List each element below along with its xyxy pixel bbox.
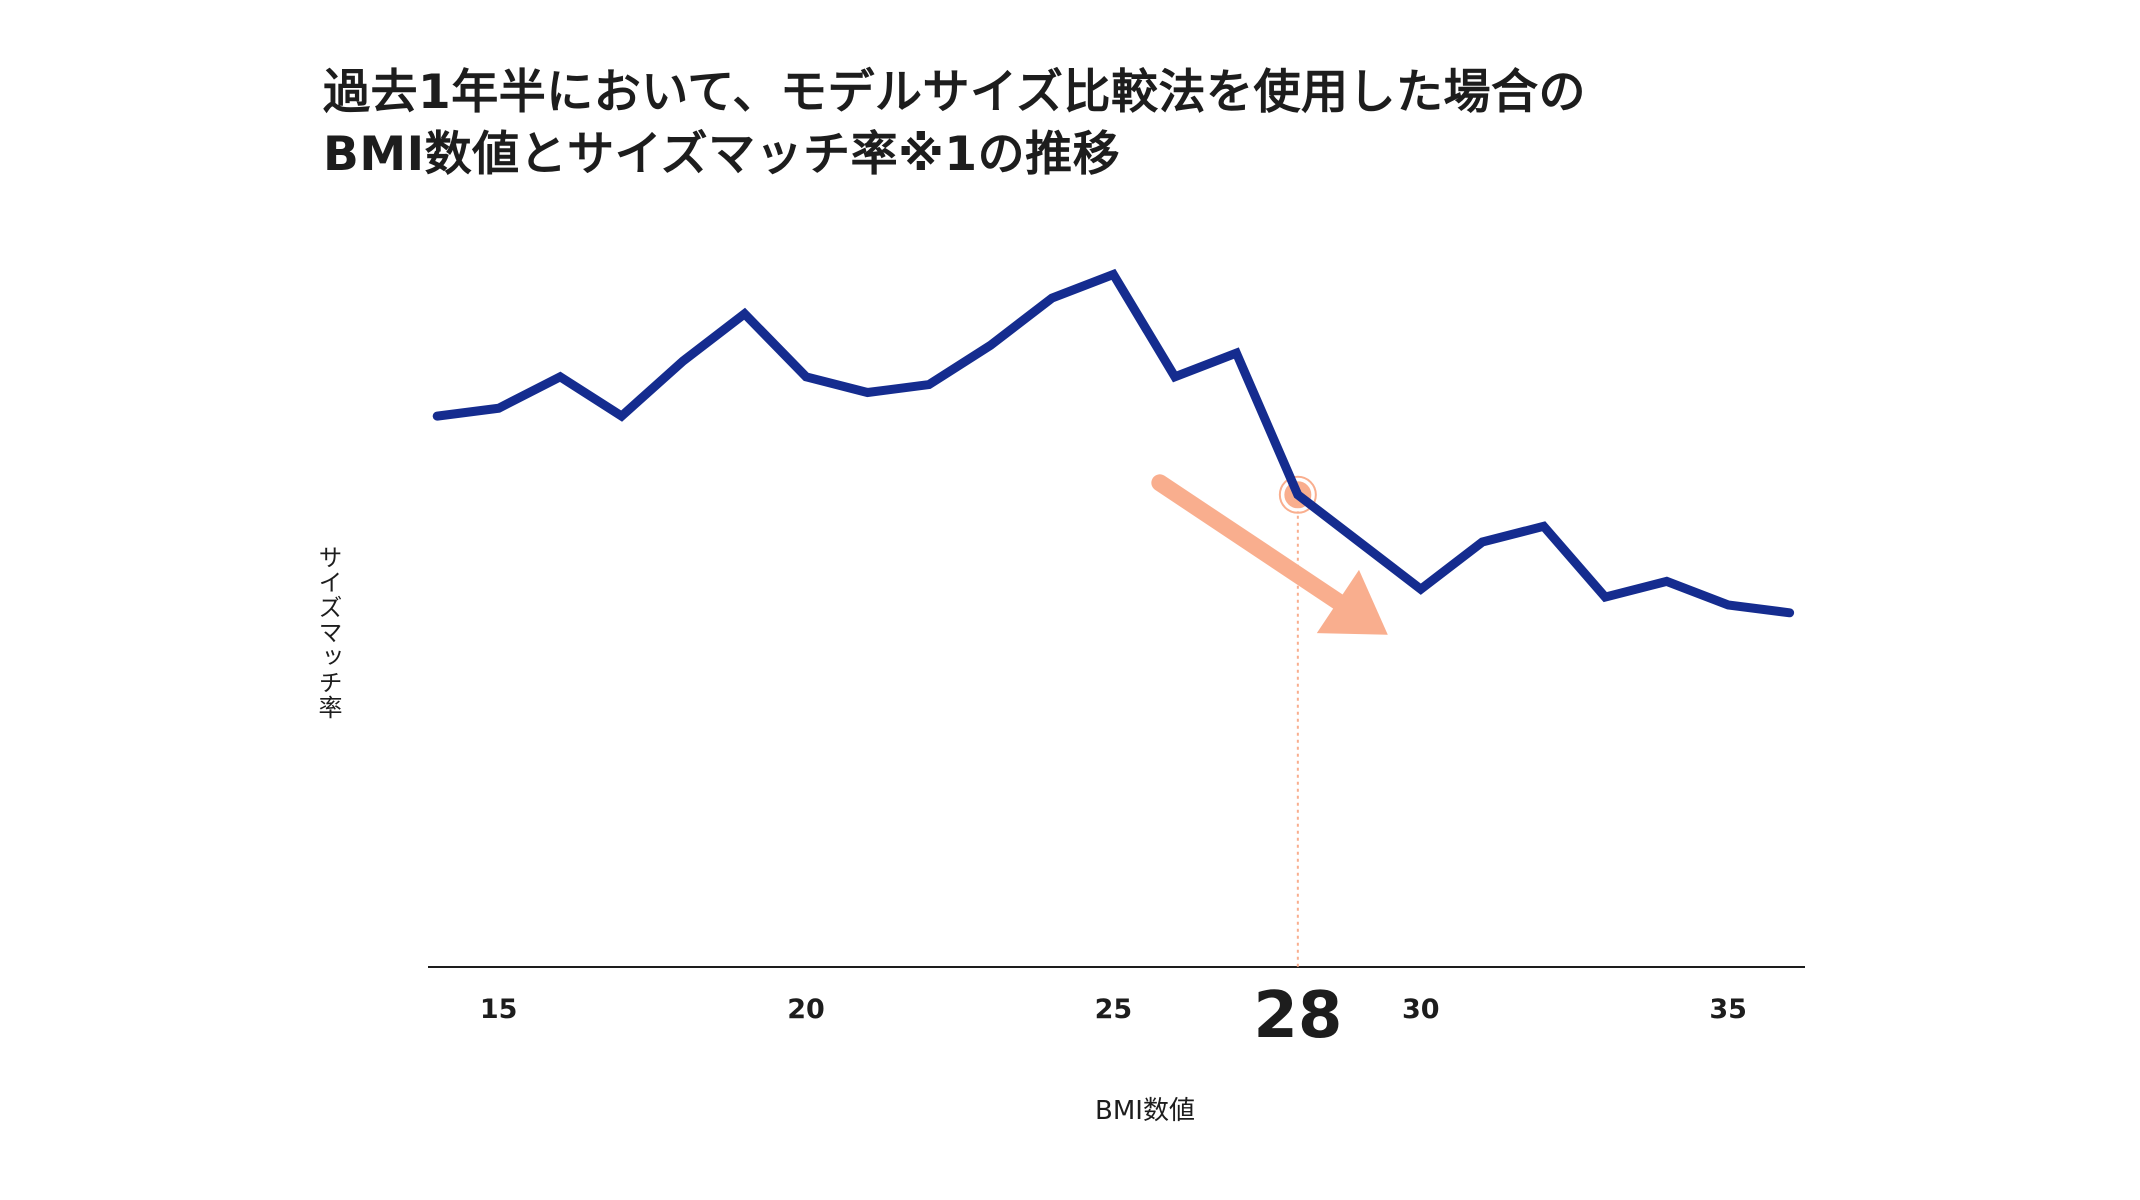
chart-title-line-2: BMI数値とサイズマッチ率※1の推移 (323, 127, 1121, 182)
y-axis-label: サイズマッチ率 (314, 545, 342, 720)
highlight-point-ring (1278, 475, 1317, 514)
series-line-0 (432, 268, 1795, 618)
x-tick-label-20: 20 (787, 994, 825, 1025)
trend-arrow (1151, 474, 1388, 635)
x-tick-labels: 15 20 25 30 35 (480, 994, 1747, 1025)
chart-title-line-1: 過去1年半において、モデルサイズ比較法を使用した場合の (323, 65, 1587, 120)
series-layer (432, 268, 1795, 618)
x-tick-label-highlight: 28 (1253, 979, 1342, 1053)
x-tick-label-30: 30 (1402, 994, 1440, 1025)
x-tick-label-25: 25 (1095, 994, 1133, 1025)
x-tick-label-35: 35 (1709, 994, 1747, 1025)
trend-arrow-shaft (1151, 474, 1347, 611)
x-tick-label-15: 15 (480, 994, 518, 1025)
x-axis-label: BMI数値 (1095, 1096, 1195, 1126)
trend-arrow-head (1316, 569, 1388, 635)
chart-title: 過去1年半において、モデルサイズ比較法を使用した場合の BMI数値とサイズマッチ… (323, 62, 1823, 186)
